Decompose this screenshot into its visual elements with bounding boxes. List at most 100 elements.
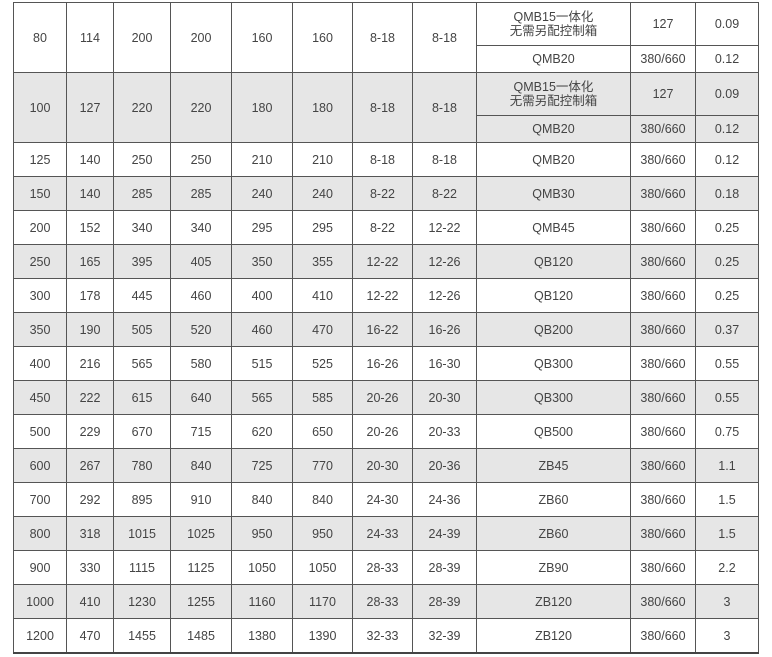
table-cell: 380/660: [630, 176, 696, 211]
table-cell: 24-33: [352, 516, 413, 551]
table-cell: 410: [292, 278, 353, 313]
table-cell: 380/660: [630, 482, 696, 517]
table-cell: 20-33: [412, 414, 477, 449]
table-cell: 565: [113, 346, 171, 381]
table-cell: 615: [113, 380, 171, 415]
table-cell: 380/660: [630, 278, 696, 313]
table-cell: 405: [170, 244, 232, 279]
table-cell: 1200: [13, 618, 67, 654]
table-cell: 150: [13, 176, 67, 211]
table-cell: 1455: [113, 618, 171, 654]
table-cell: 580: [170, 346, 232, 381]
table-cell: 8-18: [352, 72, 413, 143]
table-cell: 650: [292, 414, 353, 449]
table-cell: 950: [292, 516, 353, 551]
table-cell: 8-18: [412, 72, 477, 143]
table-cell: QB300: [476, 346, 631, 381]
table-cell: 400: [231, 278, 293, 313]
table-cell: 460: [231, 312, 293, 347]
table-cell: 470: [66, 618, 114, 654]
table-cell: 520: [170, 312, 232, 347]
table-cell: 0.18: [695, 176, 759, 211]
table-cell: QB300: [476, 380, 631, 415]
table-cell: 380/660: [630, 550, 696, 585]
table-cell: 525: [292, 346, 353, 381]
table-cell: ZB60: [476, 482, 631, 517]
table-row: 800 318 1015 1025 950 950 24-33 24-39 ZB60 380/66…: [13, 516, 759, 551]
table-cell: 1050: [231, 550, 293, 585]
table-cell: 24-30: [352, 482, 413, 517]
table-cell: ZB120: [476, 618, 631, 654]
table-cell: 380/660: [630, 414, 696, 449]
table-cell: 585: [292, 380, 353, 415]
table-cell: 250: [170, 142, 232, 177]
table-cell: QMB20: [476, 142, 631, 177]
table-cell: 840: [292, 482, 353, 517]
table-cell: 100: [13, 72, 67, 143]
table-cell: 28-33: [352, 584, 413, 619]
table-cell: 350: [231, 244, 293, 279]
table-cell: QMB15一体化 无需另配控制箱: [476, 2, 631, 46]
table-cell: 380/660: [630, 448, 696, 483]
table-cell: 12-26: [412, 244, 477, 279]
table-cell: 460: [170, 278, 232, 313]
table-cell: 8-22: [412, 176, 477, 211]
table-cell: 840: [231, 482, 293, 517]
table-cell: 178: [66, 278, 114, 313]
table-cell: 20-36: [412, 448, 477, 483]
table-cell: 1025: [170, 516, 232, 551]
table-cell: QMB20: [476, 115, 631, 143]
table-cell: 180: [231, 72, 293, 143]
table-cell: 770: [292, 448, 353, 483]
table-cell: 565: [231, 380, 293, 415]
table-cell: 340: [170, 210, 232, 245]
table-cell: 1390: [292, 618, 353, 654]
table-cell: 0.25: [695, 210, 759, 245]
table-cell: 220: [113, 72, 171, 143]
table-cell: 0.55: [695, 346, 759, 381]
table-cell: 355: [292, 244, 353, 279]
table-cell: 165: [66, 244, 114, 279]
table-cell: 216: [66, 346, 114, 381]
table-row: 250 165 395 405 350 355 12-22 12-26 QB120 380/660…: [13, 244, 759, 279]
table-cell: 330: [66, 550, 114, 585]
table-cell: 285: [170, 176, 232, 211]
table-cell: 200: [113, 2, 171, 73]
table-row: 500 229 670 715 620 650 20-26 20-33 QB500 380/660…: [13, 414, 759, 449]
table-cell: 1170: [292, 584, 353, 619]
table-cell: ZB45: [476, 448, 631, 483]
table-cell: 295: [231, 210, 293, 245]
table-cell: 267: [66, 448, 114, 483]
table-cell: 1230: [113, 584, 171, 619]
table-cell: 80: [13, 2, 67, 73]
table-cell: 12-22: [352, 244, 413, 279]
table-cell: 0.12: [695, 45, 759, 73]
table-cell: 380/660: [630, 618, 696, 654]
table-cell: 24-39: [412, 516, 477, 551]
table-cell: 292: [66, 482, 114, 517]
table-row: 450 222 615 640 565 585 20-26 20-30 QB300 380/660…: [13, 380, 759, 415]
table-cell: 600: [13, 448, 67, 483]
table-cell: 0.75: [695, 414, 759, 449]
table-cell: 8-22: [352, 210, 413, 245]
table-cell: 210: [231, 142, 293, 177]
table-cell: 250: [113, 142, 171, 177]
table-cell: 16-26: [352, 346, 413, 381]
table-cell: 1115: [113, 550, 171, 585]
table-cell: 250: [13, 244, 67, 279]
table-cell: 114: [66, 2, 114, 73]
table-cell: 12-26: [412, 278, 477, 313]
table-cell: 127: [630, 72, 696, 116]
table-cell: 200: [170, 2, 232, 73]
table-cell: 8-18: [412, 2, 477, 73]
table-cell: 715: [170, 414, 232, 449]
table-row: 80 114 200 200 160 160 8-18 8-18 QMB15一体化 无需另配控制…: [13, 2, 759, 73]
table-cell: 12-22: [412, 210, 477, 245]
table-cell: 1125: [170, 550, 232, 585]
table-cell: 152: [66, 210, 114, 245]
table-cell: 380/660: [630, 244, 696, 279]
table-cell: 229: [66, 414, 114, 449]
table-cell: 780: [113, 448, 171, 483]
table-cell: 2.2: [695, 550, 759, 585]
table-cell: 285: [113, 176, 171, 211]
